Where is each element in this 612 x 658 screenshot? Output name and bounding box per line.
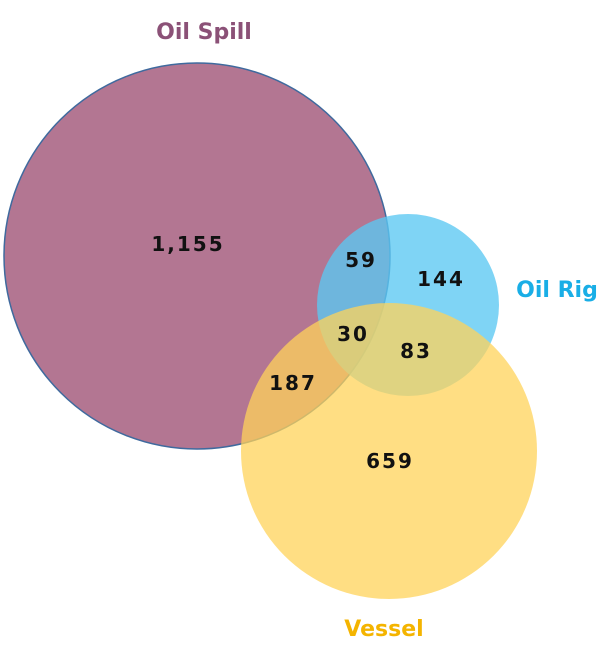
oil-rig-label: Oil Rig xyxy=(516,278,598,303)
all-three-count: 30 xyxy=(337,322,369,346)
oil-spill-vessel-count: 187 xyxy=(269,371,317,395)
venn-circles xyxy=(3,62,537,599)
oil-rig-only-count: 144 xyxy=(417,267,465,291)
oil-rig-vessel-count: 83 xyxy=(400,339,432,363)
vessel-only-count: 659 xyxy=(366,449,414,473)
oil-spill-label: Oil Spill xyxy=(156,20,252,45)
vessel-circle xyxy=(241,303,537,599)
vessel-label: Vessel xyxy=(344,617,423,642)
oil-spill-oil-rig-count: 59 xyxy=(345,248,377,272)
oil-spill-only-count: 1,155 xyxy=(151,232,224,256)
